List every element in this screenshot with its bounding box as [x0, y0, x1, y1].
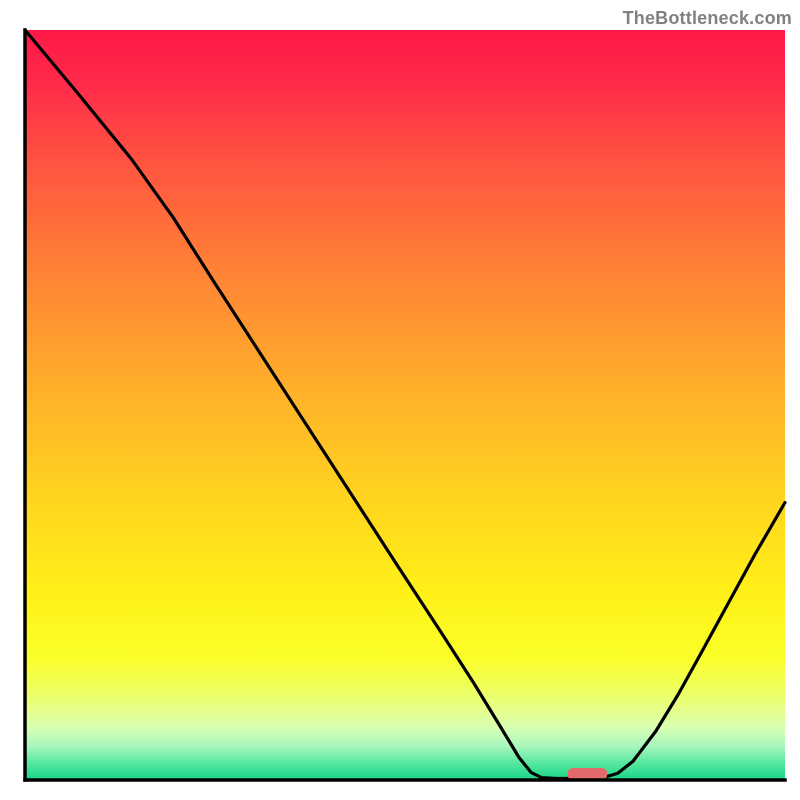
margin-bottom [0, 780, 800, 800]
bottleneck-chart [0, 0, 800, 800]
margin-right [785, 0, 800, 800]
chart-container: TheBottleneck.com [0, 0, 800, 800]
margin-left [0, 0, 25, 800]
plot-background [25, 30, 785, 780]
watermark-text: TheBottleneck.com [623, 8, 792, 29]
optimal-marker [568, 768, 608, 780]
